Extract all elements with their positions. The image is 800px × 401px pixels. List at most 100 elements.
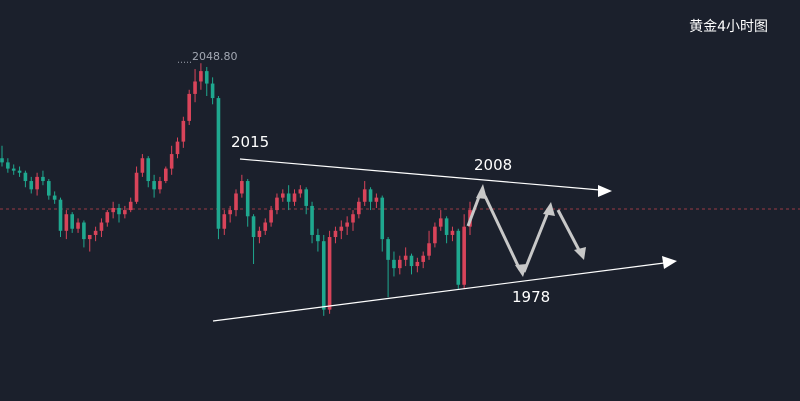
lower-trendline <box>212 262 665 322</box>
candle-body <box>204 71 209 84</box>
candle-body <box>298 189 303 194</box>
candle-body <box>251 216 256 238</box>
candle-body <box>82 222 86 240</box>
candle-body <box>281 193 285 198</box>
forecast-leg-2 <box>483 195 522 271</box>
forecast-path <box>466 193 582 273</box>
forecast-arrowhead-1 <box>476 184 487 199</box>
candle-body <box>99 222 104 231</box>
candle-body <box>181 120 186 142</box>
candle-body <box>52 195 57 200</box>
candle-body <box>333 230 338 238</box>
lower-trendline-arrowhead <box>662 256 677 269</box>
candle-body <box>345 222 349 227</box>
candle-body <box>339 226 344 231</box>
candle-body <box>433 226 437 244</box>
candle-body <box>392 259 396 269</box>
candle-body <box>87 234 92 240</box>
candle-body <box>286 193 291 202</box>
candle-body <box>17 170 22 173</box>
target-lower-label: 1978 <box>512 288 551 306</box>
candle-body <box>216 98 221 229</box>
forecast-leg-4 <box>556 209 582 253</box>
candle-body <box>169 154 174 169</box>
candle-body <box>187 93 191 121</box>
candle-body <box>6 162 10 169</box>
candle-body <box>41 176 45 182</box>
candle-body <box>327 237 332 310</box>
candle-body <box>462 226 466 285</box>
candle-body <box>0 158 4 163</box>
candle-body <box>158 181 162 190</box>
candle-body <box>357 201 361 215</box>
candle-body <box>175 141 180 155</box>
candle-body <box>70 214 74 229</box>
candle-body <box>421 255 425 262</box>
candle-body <box>134 172 139 202</box>
candle-body <box>292 193 297 202</box>
candle-body <box>275 197 279 211</box>
candle-body <box>374 197 379 202</box>
candle-body <box>245 181 250 217</box>
candle-body <box>450 230 455 235</box>
candle-body <box>64 214 69 231</box>
candle-body <box>316 234 320 242</box>
trendlines <box>212 158 677 322</box>
candle-body <box>321 241 326 310</box>
forecast-leg-1 <box>466 193 482 227</box>
candle-body <box>140 158 145 173</box>
candle-body <box>368 189 373 202</box>
candle-body <box>58 199 63 231</box>
candle-body <box>29 181 34 190</box>
candle-body <box>304 189 308 206</box>
candle-body <box>427 243 431 256</box>
candle-body <box>123 210 127 215</box>
candle-body <box>438 218 443 227</box>
candle-body <box>105 212 110 223</box>
candle-body <box>23 172 28 182</box>
candle-body <box>117 208 121 215</box>
candle-body <box>310 205 314 235</box>
candle-body <box>152 181 156 190</box>
candle-body <box>210 83 215 99</box>
candle-body <box>456 230 461 285</box>
candle-body <box>11 168 16 171</box>
candle-body <box>111 208 115 213</box>
candle-body <box>380 197 385 240</box>
candles-group <box>0 61 472 316</box>
candle-body <box>76 222 80 229</box>
candle-body <box>403 255 408 260</box>
candle-body <box>240 181 244 194</box>
candle-body <box>263 222 268 231</box>
candle-body <box>257 230 262 238</box>
candle-body <box>128 201 133 211</box>
candle-body <box>164 168 168 182</box>
target-upper-label: 2008 <box>474 156 513 174</box>
candle-body <box>409 255 414 267</box>
candle-body <box>351 214 355 223</box>
forecast-arrowheads <box>476 184 586 277</box>
candle-body <box>146 158 151 182</box>
forecast-arrowhead-2 <box>515 264 527 277</box>
candle-body <box>269 210 273 223</box>
candle-body <box>193 81 197 94</box>
forecast-arrowhead-3 <box>543 202 555 216</box>
candle-body <box>386 239 390 260</box>
upper-trendline-arrowhead <box>598 185 612 197</box>
forecast-leg-3 <box>522 211 550 273</box>
high-price-label: 2048.80 <box>192 50 238 63</box>
resistance-label: 2015 <box>231 133 270 151</box>
candle-body <box>398 259 402 269</box>
candle-body <box>222 214 227 229</box>
candle-body <box>199 71 203 82</box>
candle-body <box>35 176 39 190</box>
chart-title: 黄金4小时图 <box>689 19 768 35</box>
candle-body <box>415 261 420 267</box>
candle-body <box>47 181 51 196</box>
upper-trendline <box>239 158 601 191</box>
candle-body <box>93 230 98 235</box>
candle-body <box>234 193 238 211</box>
candle-body <box>228 210 232 215</box>
candle-body <box>444 218 449 235</box>
